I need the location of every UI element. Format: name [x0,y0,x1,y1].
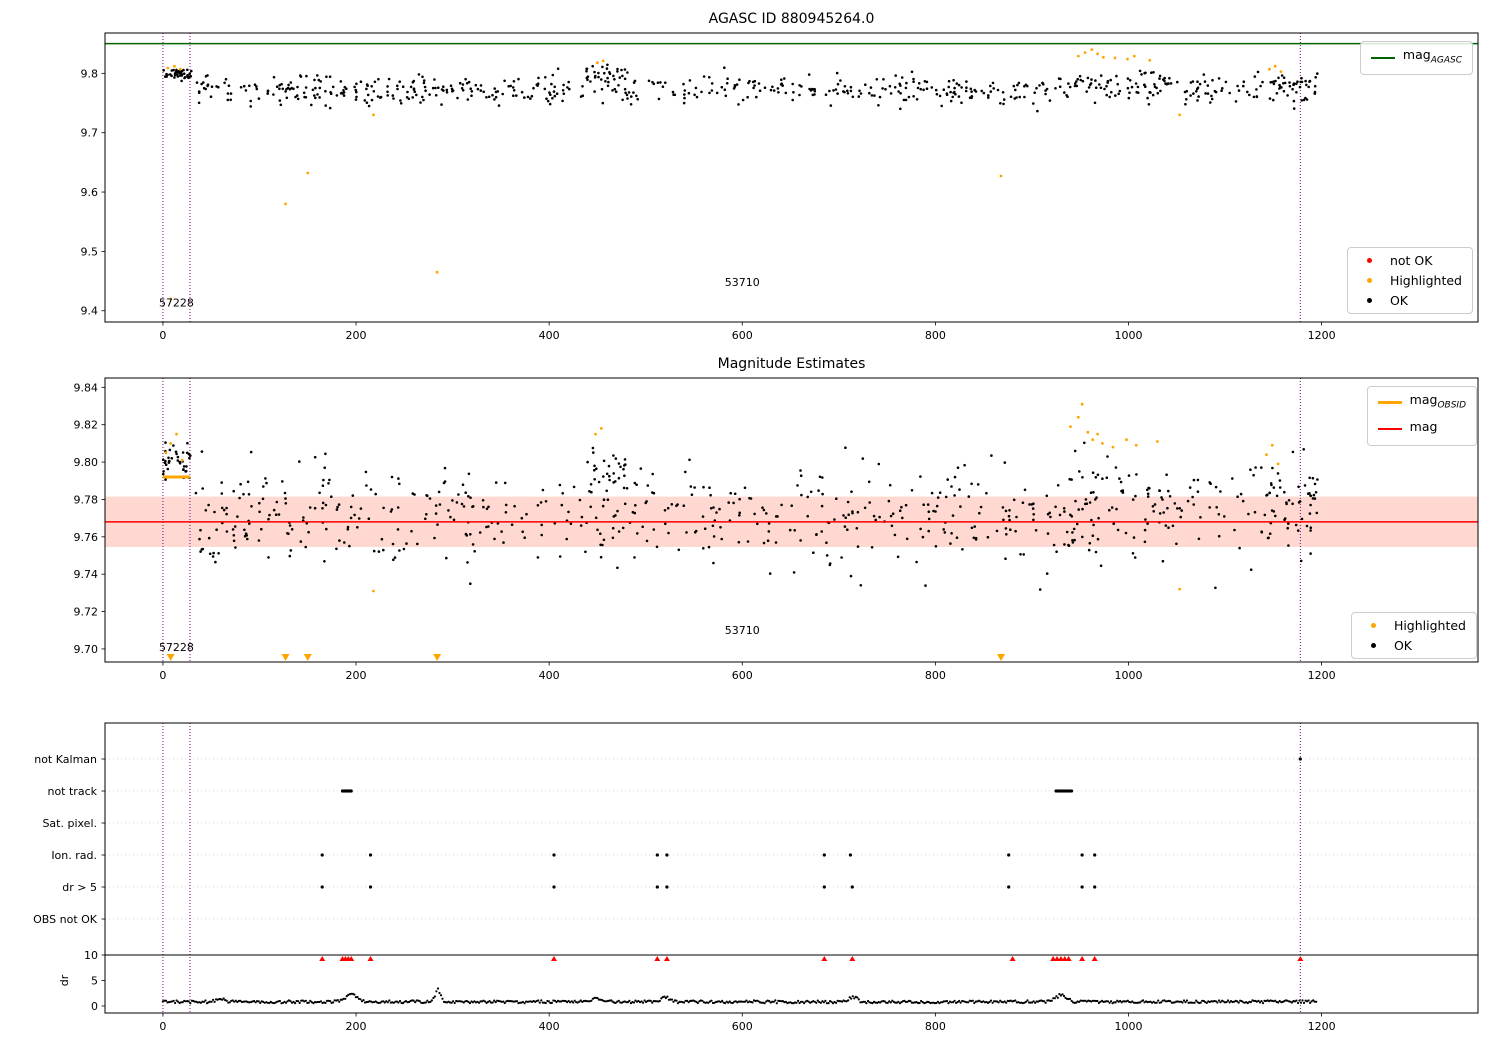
below-range-marker [433,654,442,661]
obsid-annotation: 53710 [725,624,760,637]
obsid-annotation: 53710 [725,276,760,289]
legend-plot1-markers: not OK Highlighted OK [1346,247,1473,314]
y-tick-label: 9.72 [74,606,99,619]
legend-plot2-markers: Highlighted OK [1350,612,1477,659]
legend-row: Highlighted [1358,273,1462,288]
y-tick-label: 9.82 [74,419,99,432]
legend-row: not OK [1358,253,1462,268]
legend-label: OK [1389,293,1408,308]
y-tick-label: 9.7 [81,127,99,140]
x-tick-label: 1000 [1114,329,1142,342]
flag-category-label: not Kalman [34,753,97,766]
x-tick-label: 0 [159,1020,166,1033]
legend-label: magAGASC [1402,47,1462,66]
dr-axis-label: dr [58,974,71,986]
legend-row: OK [1358,293,1462,308]
below-range-marker [997,654,1006,661]
dr-tick-label: 5 [91,975,98,988]
y-tick-label: 9.4 [81,305,99,318]
legend-label: not OK [1389,253,1433,268]
axes-frame [104,32,1479,323]
mag-agasc-line-swatch [1370,56,1395,59]
legend-label: magOBSID [1409,392,1466,411]
legend-label: OK [1393,638,1412,653]
x-tick-label: 1200 [1308,329,1336,342]
dr-tick-label: 0 [91,1000,98,1013]
below-range-marker [303,654,312,661]
y-tick-label: 9.6 [81,186,99,199]
x-tick-label: 600 [732,329,753,342]
legend-row: Highlighted [1362,618,1466,633]
x-tick-label: 1200 [1308,669,1336,682]
not-ok-marker-swatch [1366,258,1372,263]
legend-row: magOBSID [1377,392,1466,414]
y-tick-label: 9.78 [74,493,99,506]
legend-row: OK [1362,638,1466,653]
y-tick-label: 9.80 [74,456,99,469]
highlighted-points [164,402,1280,593]
legend-label: Highlighted [1389,273,1462,288]
dr-tick-label: 10 [84,949,98,962]
ok-points [161,441,1319,591]
plot-mag-estimates: 57228 53710 0 200 400 600 800 1000 1200 9.70 9.72 9… [74,377,1479,682]
flag-points [320,757,1302,889]
x-tick-label: 1000 [1114,1020,1142,1033]
flag-category-label: not track [47,785,97,798]
y-tick-label: 9.8 [81,67,99,80]
obsid-annotation: 57228 [159,641,194,654]
flag-category-label: dr > 5 [62,881,97,894]
x-tick-label: 400 [539,329,560,342]
ok-marker-swatch [1370,643,1376,648]
legend-label: mag [1409,418,1438,434]
obsid-annotation: 57228 [159,297,194,310]
dr-trace [161,987,1318,1005]
axes-frame [104,377,1479,663]
highlighted-points [166,48,1283,301]
x-tick-label: 800 [925,329,946,342]
below-range-marker [281,654,290,661]
axes-frame [104,722,1479,1014]
x-tick-label: 200 [346,669,367,682]
legend-row: magAGASC [1370,47,1462,69]
x-tick-label: 600 [732,1020,753,1033]
x-tick-label: 400 [539,1020,560,1033]
flag-category-label: Ion. rad. [51,849,97,862]
y-tick-label: 9.5 [81,245,99,258]
x-tick-label: 0 [159,669,166,682]
y-tick-label: 9.76 [74,531,99,544]
plot1-title: AGASC ID 880945264.0 [708,11,875,27]
flag-category-label: Sat. pixel. [42,817,97,830]
flag-category-label: OBS not OK [33,913,98,926]
x-tick-label: 800 [925,1020,946,1033]
y-tick-label: 9.74 [74,568,99,581]
below-range-marker [166,654,175,661]
legend-mag-agasc: magAGASC [1359,41,1473,75]
legend-row: mag [1377,418,1466,441]
highlighted-marker-swatch [1370,623,1376,628]
mag-obsid-line-swatch [1377,401,1402,405]
y-tick-label: 9.84 [74,381,99,394]
plot-agasc-mag: 57228 53710 0 200 400 600 800 1000 1200 9.4 9.5 9.6… [81,32,1479,342]
ok-points [162,63,1319,113]
plot2-title: Magnitude Estimates [717,356,866,372]
highlighted-marker-swatch [1366,278,1372,283]
dr-clipped-points [319,956,1304,961]
x-tick-label: 800 [925,669,946,682]
mag-line-swatch [1377,428,1402,431]
plot-flags: not Kalman not track Sat. pixel. Ion. rad. d… [33,722,1479,1033]
x-tick-label: 1000 [1114,669,1142,682]
y-tick-label: 9.70 [74,643,99,656]
x-tick-label: 0 [159,329,166,342]
x-tick-label: 1200 [1308,1020,1336,1033]
x-tick-label: 200 [346,1020,367,1033]
x-tick-label: 600 [732,669,753,682]
x-tick-label: 400 [539,669,560,682]
legend-mag-lines: magOBSID mag [1366,386,1477,446]
ok-marker-swatch [1366,298,1372,303]
x-tick-label: 200 [346,329,367,342]
legend-label: Highlighted [1393,618,1466,633]
